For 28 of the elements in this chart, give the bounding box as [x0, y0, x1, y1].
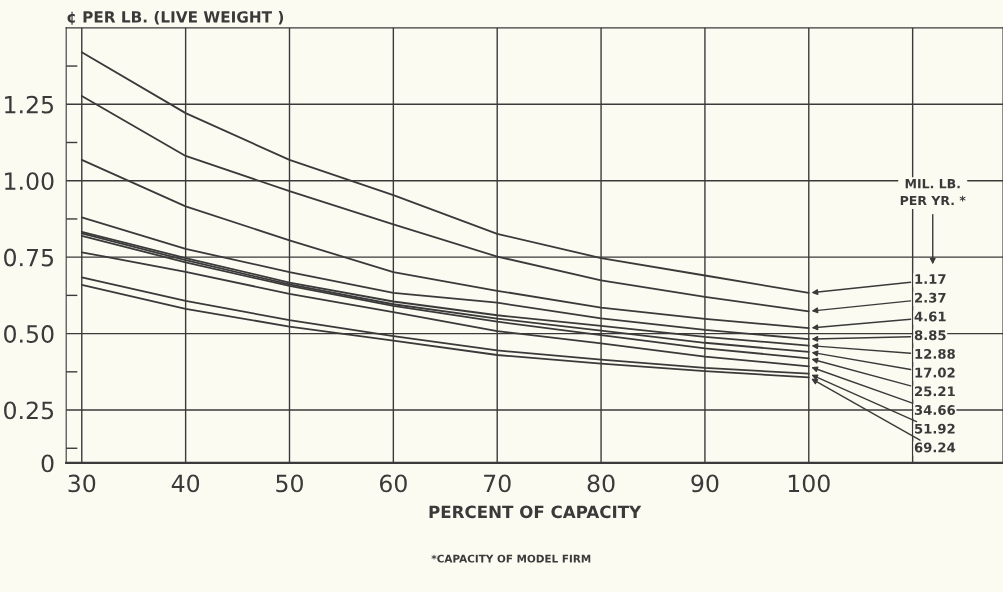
text: 0.25 [4, 401, 54, 420]
legend-title: MIL. LB. PER YR. * [900, 179, 966, 206]
text: 51.92 [915, 423, 955, 434]
x-tick-label: 90 [691, 474, 719, 493]
text: 69.24 [914, 442, 956, 453]
text: 4.61 [914, 311, 946, 322]
x-tick-label: 50 [276, 474, 303, 493]
y-tick-label: 0.50 [4, 325, 54, 343]
y-tick-label: 1.00 [5, 172, 54, 191]
x-tick-label: 60 [379, 474, 407, 493]
x-tick-label: 70 [484, 474, 511, 493]
text: 34.66 [914, 405, 956, 415]
x-tick-label: 30 [68, 474, 96, 493]
x-axis-title: PERCENT OF CAPACITY [429, 505, 642, 519]
text: *CAPACITY OF MODEL FIRM [431, 554, 591, 563]
text: 2.37 [915, 292, 946, 303]
y-tick-label: 0.75 [4, 248, 54, 267]
y-tick-label: 0 [41, 454, 54, 473]
x-tick-label: 40 [171, 474, 200, 493]
text: 25.21 [915, 386, 955, 397]
y-axis-title: ¢ PER LB. (LIVE WEIGHT ) [67, 10, 284, 25]
x-tick-label: 100 [788, 474, 830, 493]
legend-label: 1.17 [915, 274, 946, 284]
x-tick-label: 80 [587, 474, 615, 493]
text: 12.88 [915, 348, 955, 359]
text: 17.02 [915, 367, 955, 378]
text: 8.85 [914, 330, 946, 341]
y-tick-label: 1.25 [5, 95, 54, 114]
